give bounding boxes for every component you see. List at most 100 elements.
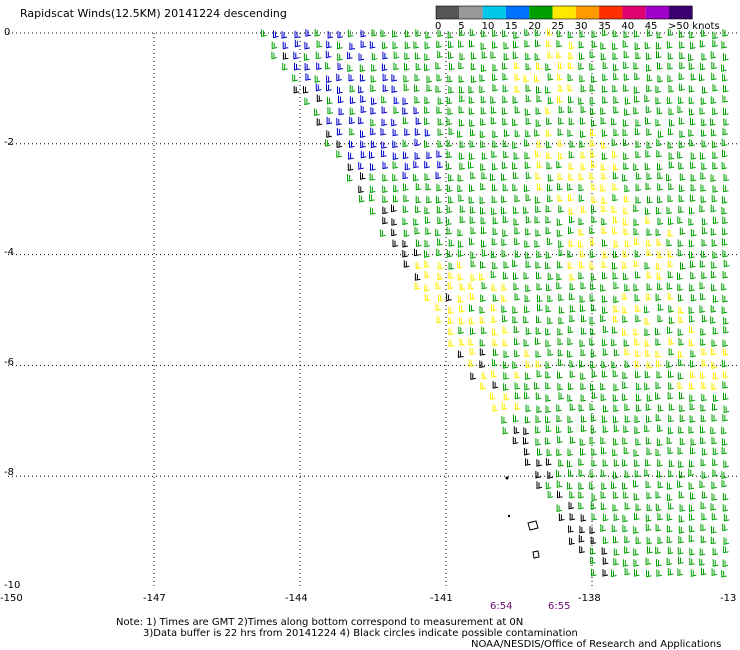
wind-barb: [678, 556, 684, 565]
wind-barb: [655, 546, 661, 555]
wind-barb: [722, 381, 728, 389]
wind-barb: [667, 260, 674, 268]
wind-barb: [623, 227, 630, 236]
wind-barb: [534, 129, 540, 137]
wind-barb: [678, 426, 684, 434]
wind-barb: [327, 96, 333, 105]
wind-barb: [722, 216, 728, 225]
wind-barb: [391, 74, 397, 82]
wind-barb: [613, 535, 619, 544]
wind-barb: [613, 438, 619, 446]
wind-barb: [370, 84, 376, 93]
wind-barb: [668, 85, 675, 93]
wind-barb: [326, 75, 332, 84]
wind-barb: [624, 535, 630, 544]
wind-barb: [700, 292, 706, 301]
wind-barb: [701, 359, 708, 367]
wind-barb: [711, 526, 717, 534]
wind-barb: [601, 260, 608, 269]
wind-barb: [536, 86, 542, 94]
wind-barb: [699, 152, 706, 160]
wind-barb: [382, 174, 388, 182]
wind-barb: [600, 184, 606, 192]
wind-barb: [677, 328, 684, 337]
wind-barb: [688, 239, 695, 248]
wind-barb: [634, 237, 640, 246]
wind-barb: [678, 162, 684, 170]
wind-barb: [721, 196, 728, 204]
island-dot: [507, 514, 511, 518]
wind-barb: [613, 491, 619, 499]
wind-barb: [667, 74, 673, 83]
wind-barb: [391, 218, 397, 226]
wind-barb: [710, 536, 717, 545]
wind-barb: [701, 238, 708, 247]
wind-barb: [666, 525, 673, 533]
wind-barb: [524, 382, 530, 391]
wind-barb: [634, 294, 641, 302]
wind-barb: [547, 490, 554, 499]
wind-barb: [611, 205, 617, 214]
wind-barb: [591, 448, 597, 456]
wind-barb: [525, 62, 532, 71]
wind-barb: [545, 215, 551, 224]
wind-barb: [645, 523, 652, 532]
wind-barb: [689, 525, 695, 533]
wind-barb: [415, 62, 422, 71]
wind-barb: [567, 193, 574, 202]
wind-barb: [424, 106, 430, 114]
wind-barb: [558, 117, 564, 125]
wind-barb: [547, 348, 554, 357]
wind-barb: [677, 350, 684, 359]
wind-barb: [545, 424, 552, 433]
wind-barb: [667, 141, 674, 149]
wind-barb: [591, 493, 598, 502]
wind-barb: [688, 129, 694, 137]
wind-barb: [655, 413, 662, 422]
wind-barb: [501, 402, 508, 411]
wind-barb: [613, 557, 619, 566]
wind-barb: [569, 215, 575, 224]
wind-barb: [602, 425, 609, 434]
wind-barb: [689, 108, 695, 116]
wind-barb: [711, 436, 718, 445]
wind-barb: [668, 459, 675, 468]
wind-barb: [701, 393, 707, 402]
wind-barb: [470, 62, 477, 71]
wind-barb: [557, 182, 563, 191]
wind-barb: [690, 569, 697, 577]
wind-barb: [349, 116, 355, 125]
wind-barb: [468, 282, 474, 290]
wind-barb: [645, 514, 652, 522]
wind-barb: [446, 150, 453, 159]
wind-barb: [534, 74, 540, 83]
wind-barb: [688, 482, 695, 490]
wind-barb: [611, 481, 617, 490]
wind-barb: [415, 29, 421, 37]
wind-barb: [611, 338, 617, 347]
wind-barb: [635, 404, 642, 412]
wind-barb: [426, 75, 433, 84]
wind-barb: [545, 63, 551, 71]
wind-barb: [481, 239, 487, 248]
wind-barb: [634, 250, 641, 258]
wind-barb: [591, 119, 597, 127]
wind-barb: [656, 359, 662, 368]
wind-barb: [578, 458, 584, 466]
wind-barb: [668, 119, 675, 127]
wind-barb: [523, 75, 529, 83]
wind-barb: [514, 61, 520, 70]
wind-barb: [545, 251, 552, 259]
scale-swatch: [436, 6, 460, 19]
wind-barb: [690, 117, 696, 126]
wind-barb: [436, 150, 442, 158]
wind-barb: [469, 184, 475, 192]
wind-barb: [567, 325, 574, 334]
wind-barb: [315, 83, 322, 92]
wind-barb: [492, 227, 499, 236]
wind-barb: [580, 394, 587, 402]
wind-barb: [360, 172, 366, 180]
wind-barb: [491, 183, 498, 192]
wind-barb: [711, 493, 718, 501]
wind-barb: [690, 492, 696, 500]
